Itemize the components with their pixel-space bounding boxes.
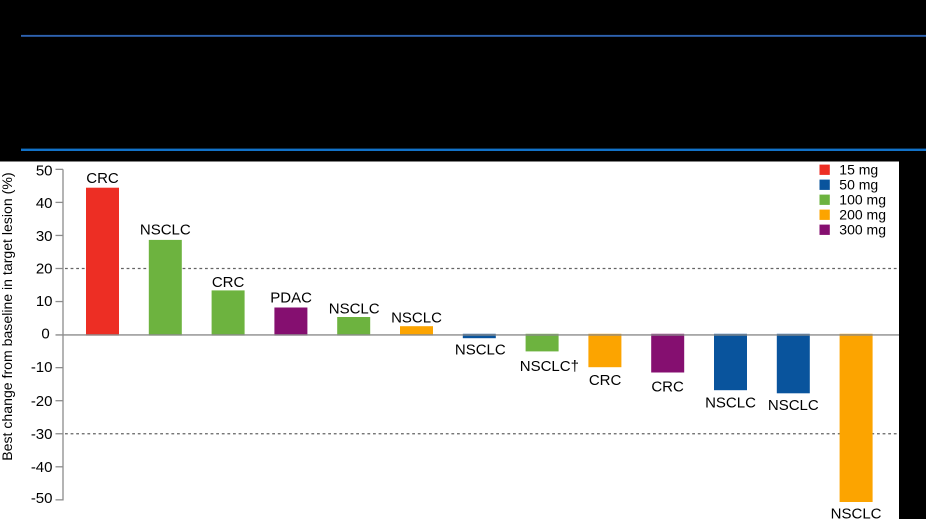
svg-text:300 mg: 300 mg	[839, 222, 886, 238]
svg-text:CRC: CRC	[589, 372, 622, 389]
svg-text:NSCLC: NSCLC	[768, 397, 819, 414]
svg-text:200 mg: 200 mg	[839, 207, 886, 223]
svg-text:100 mg: 100 mg	[839, 192, 886, 208]
svg-text:0: 0	[41, 326, 49, 343]
svg-text:CRC: CRC	[86, 170, 119, 187]
svg-text:20: 20	[36, 260, 53, 277]
svg-text:-30: -30	[31, 426, 53, 443]
svg-text:-50: -50	[31, 490, 53, 507]
svg-text:CRC: CRC	[651, 378, 684, 395]
svg-text:NSCLC: NSCLC	[831, 505, 882, 519]
svg-text:50: 50	[36, 162, 53, 179]
svg-text:NSCLC: NSCLC	[705, 394, 756, 411]
svg-text:-20: -20	[31, 393, 53, 410]
svg-text:30: 30	[36, 228, 53, 245]
svg-text:15 mg: 15 mg	[839, 162, 878, 178]
svg-text:CRC: CRC	[212, 274, 245, 291]
svg-text:-10: -10	[31, 359, 53, 376]
svg-text:Best change from baseline in t: Best change from baseline in target lesi…	[0, 172, 15, 460]
svg-text:†: †	[571, 358, 579, 375]
svg-text:PDAC: PDAC	[270, 290, 312, 307]
svg-text:NSCLC: NSCLC	[140, 222, 191, 239]
svg-text:50 mg: 50 mg	[839, 177, 878, 193]
svg-text:-40: -40	[31, 459, 53, 476]
svg-text:NSCLC: NSCLC	[329, 300, 380, 317]
svg-text:NSCLC: NSCLC	[520, 358, 571, 375]
svg-text:10: 10	[36, 293, 53, 310]
svg-text:40: 40	[36, 195, 53, 212]
svg-text:NSCLC: NSCLC	[391, 309, 442, 326]
svg-text:NSCLC: NSCLC	[455, 342, 506, 359]
